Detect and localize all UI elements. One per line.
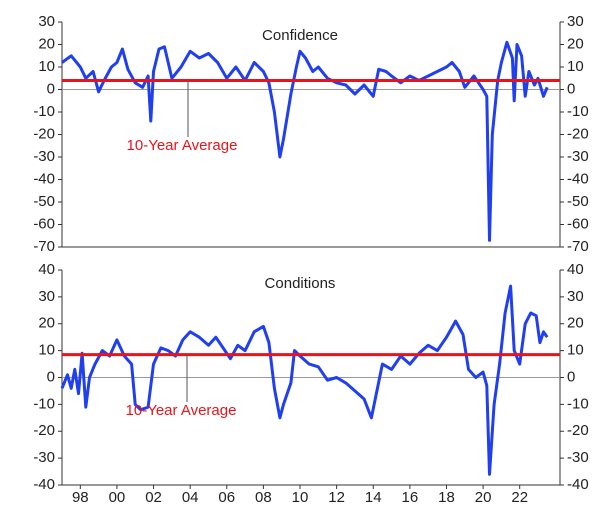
y-tick-label: -30 <box>33 148 55 165</box>
x-tick-label: 06 <box>218 489 235 505</box>
x-tick-label: 18 <box>438 489 455 505</box>
y-tick-label: 20 <box>567 315 584 332</box>
y-tick-label: -40 <box>567 170 589 187</box>
y-tick-label: 0 <box>567 80 575 97</box>
y-tick-label: -10 <box>567 103 589 120</box>
y-tick-label: 10 <box>567 58 584 75</box>
y-tick-label: 40 <box>38 261 55 278</box>
annotation: 10-Year Average <box>126 402 237 419</box>
y-tick-label: -30 <box>567 148 589 165</box>
data-line <box>60 284 549 476</box>
y-tick-label: 0 <box>567 368 575 385</box>
x-tick-label: 04 <box>182 489 199 505</box>
y-tick-label: -10 <box>567 395 589 412</box>
panel-title: Conditions <box>265 275 336 292</box>
y-tick-label: 10 <box>38 58 55 75</box>
y-tick-label: 30 <box>38 288 55 305</box>
x-tick-label: 14 <box>365 489 382 505</box>
y-tick-label: 10 <box>38 342 55 359</box>
y-tick-label: -70 <box>33 238 55 255</box>
y-tick-label: -50 <box>33 193 55 210</box>
y-tick-label: -30 <box>33 449 55 466</box>
y-tick-label: -20 <box>33 125 55 142</box>
y-tick-label: 30 <box>38 13 55 30</box>
x-tick-label: 22 <box>511 489 528 505</box>
y-tick-label: -20 <box>33 422 55 439</box>
y-tick-label: -20 <box>567 422 589 439</box>
y-tick-label: -10 <box>33 103 55 120</box>
data-line <box>61 40 549 242</box>
y-tick-label: 20 <box>38 315 55 332</box>
x-tick-label: 10 <box>292 489 309 505</box>
y-tick-label: -40 <box>33 170 55 187</box>
x-tick-label: 08 <box>255 489 272 505</box>
panel-title: Confidence <box>262 27 338 44</box>
x-tick-label: 00 <box>109 489 126 505</box>
annotation: 10-Year Average <box>127 137 238 154</box>
y-tick-label: 20 <box>567 35 584 52</box>
y-tick-label: 30 <box>567 13 584 30</box>
y-tick-label: 20 <box>38 35 55 52</box>
y-tick-label: -60 <box>33 215 55 232</box>
x-tick-label: 02 <box>145 489 162 505</box>
y-tick-label: 0 <box>47 80 55 97</box>
y-tick-label: -60 <box>567 215 589 232</box>
y-tick-label: -10 <box>33 395 55 412</box>
y-tick-label: -40 <box>33 476 55 493</box>
y-tick-label: -40 <box>567 476 589 493</box>
y-tick-label: -20 <box>567 125 589 142</box>
x-tick-label: 98 <box>72 489 89 505</box>
x-tick-label: 20 <box>475 489 492 505</box>
y-tick-label: 30 <box>567 288 584 305</box>
y-tick-label: 0 <box>47 368 55 385</box>
x-tick-label: 16 <box>402 489 419 505</box>
x-tick-label: 12 <box>328 489 345 505</box>
y-tick-label: -30 <box>567 449 589 466</box>
y-tick-label: -70 <box>567 238 589 255</box>
y-tick-label: 10 <box>567 342 584 359</box>
y-tick-label: -50 <box>567 193 589 210</box>
y-tick-label: 40 <box>567 261 584 278</box>
